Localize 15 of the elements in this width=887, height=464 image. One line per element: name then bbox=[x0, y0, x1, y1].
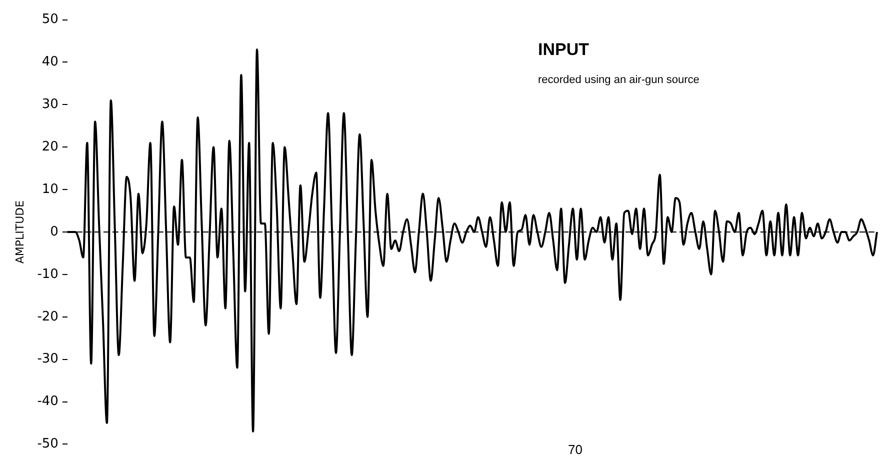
y-tick-label: 50 bbox=[42, 12, 58, 28]
y-tick-label: 10 bbox=[42, 182, 58, 197]
y-tick-label: -40 bbox=[37, 394, 58, 410]
y-tick-label: -50 bbox=[37, 436, 58, 452]
y-tick-label: 0 bbox=[50, 224, 58, 240]
text: recorded using an air-gun source bbox=[538, 74, 700, 86]
annotation: 70 bbox=[568, 442, 582, 457]
y-tick-label: 30 bbox=[42, 97, 58, 112]
y-tick-label: 20 bbox=[42, 139, 58, 154]
y-tick-label: -30 bbox=[37, 352, 58, 367]
y-tick-label: -20 bbox=[37, 309, 58, 324]
y-tick-label: -10 bbox=[37, 266, 58, 282]
y-tick-label: 40 bbox=[42, 54, 58, 70]
y-axis-title: AMPLITUDE bbox=[13, 200, 26, 264]
text: INPUT bbox=[538, 40, 589, 60]
